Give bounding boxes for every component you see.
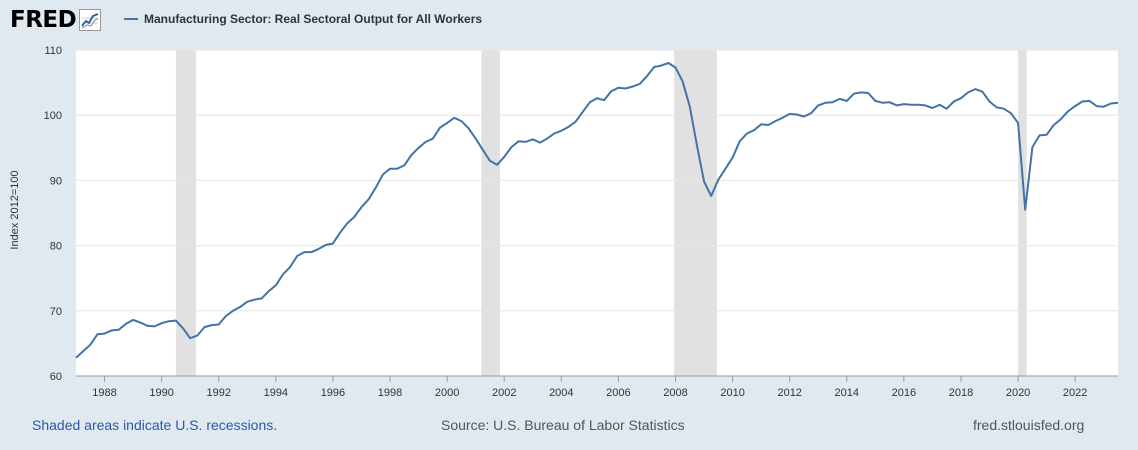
x-tick-label: 1988 [92, 387, 116, 399]
x-tick-label: 2014 [835, 387, 859, 399]
source-note: Source: U.S. Bureau of Labor Statistics [441, 417, 685, 433]
recession-bar [481, 50, 500, 376]
x-tick-label: 1996 [321, 387, 345, 399]
legend-label: Manufacturing Sector: Real Sectoral Outp… [144, 12, 483, 26]
series-line [75, 62, 1119, 359]
fred-logo[interactable]: FRED [10, 6, 102, 34]
x-tick-label: 2002 [492, 387, 516, 399]
y-tick-label: 110 [44, 45, 62, 57]
x-tick-label: 1990 [149, 387, 173, 399]
x-tick-label: 2018 [949, 387, 973, 399]
trend-chart-icon [79, 9, 102, 31]
x-tick-label: 2012 [777, 387, 801, 399]
line-chart: 60 70 80 90 100 110 1988 1990 1992 1994 1996 1998 20… [44, 45, 1119, 399]
x-tick-label: 2022 [1063, 387, 1087, 399]
fred-site-link[interactable]: fred.stlouisfed.org [973, 417, 1085, 433]
header: FRED Manufacturing Sector: Real Sectoral… [0, 0, 1138, 42]
x-tick-label: 2008 [663, 387, 687, 399]
y-tick-label: 90 [50, 175, 62, 187]
x-tick-label: 2010 [720, 387, 744, 399]
x-tick-label: 2000 [435, 387, 459, 399]
x-tick-label: 1992 [206, 387, 230, 399]
y-tick-label: 60 [50, 371, 62, 383]
x-tick-label: 2020 [1006, 387, 1030, 399]
x-tick-label: 1994 [264, 387, 288, 399]
legend-swatch [124, 18, 138, 20]
x-tick-label: 2016 [892, 387, 916, 399]
recession-bar [175, 50, 196, 376]
recessions-note-link[interactable]: Shaded areas indicate U.S. recessions. [32, 417, 278, 433]
chart-legend[interactable]: Manufacturing Sector: Real Sectoral Outp… [124, 12, 482, 26]
recession-bar [674, 50, 717, 376]
fred-logo-text: FRED [10, 7, 77, 33]
x-tick-label: 2006 [606, 387, 630, 399]
y-tick-label: 100 [44, 110, 62, 122]
plot-area [76, 50, 1118, 376]
x-tick-label: 1998 [378, 387, 402, 399]
y-tick-label: 70 [50, 306, 62, 318]
recession-bar [1018, 50, 1027, 376]
y-tick-label: 80 [50, 241, 62, 253]
x-tick-label: 2004 [549, 387, 573, 399]
